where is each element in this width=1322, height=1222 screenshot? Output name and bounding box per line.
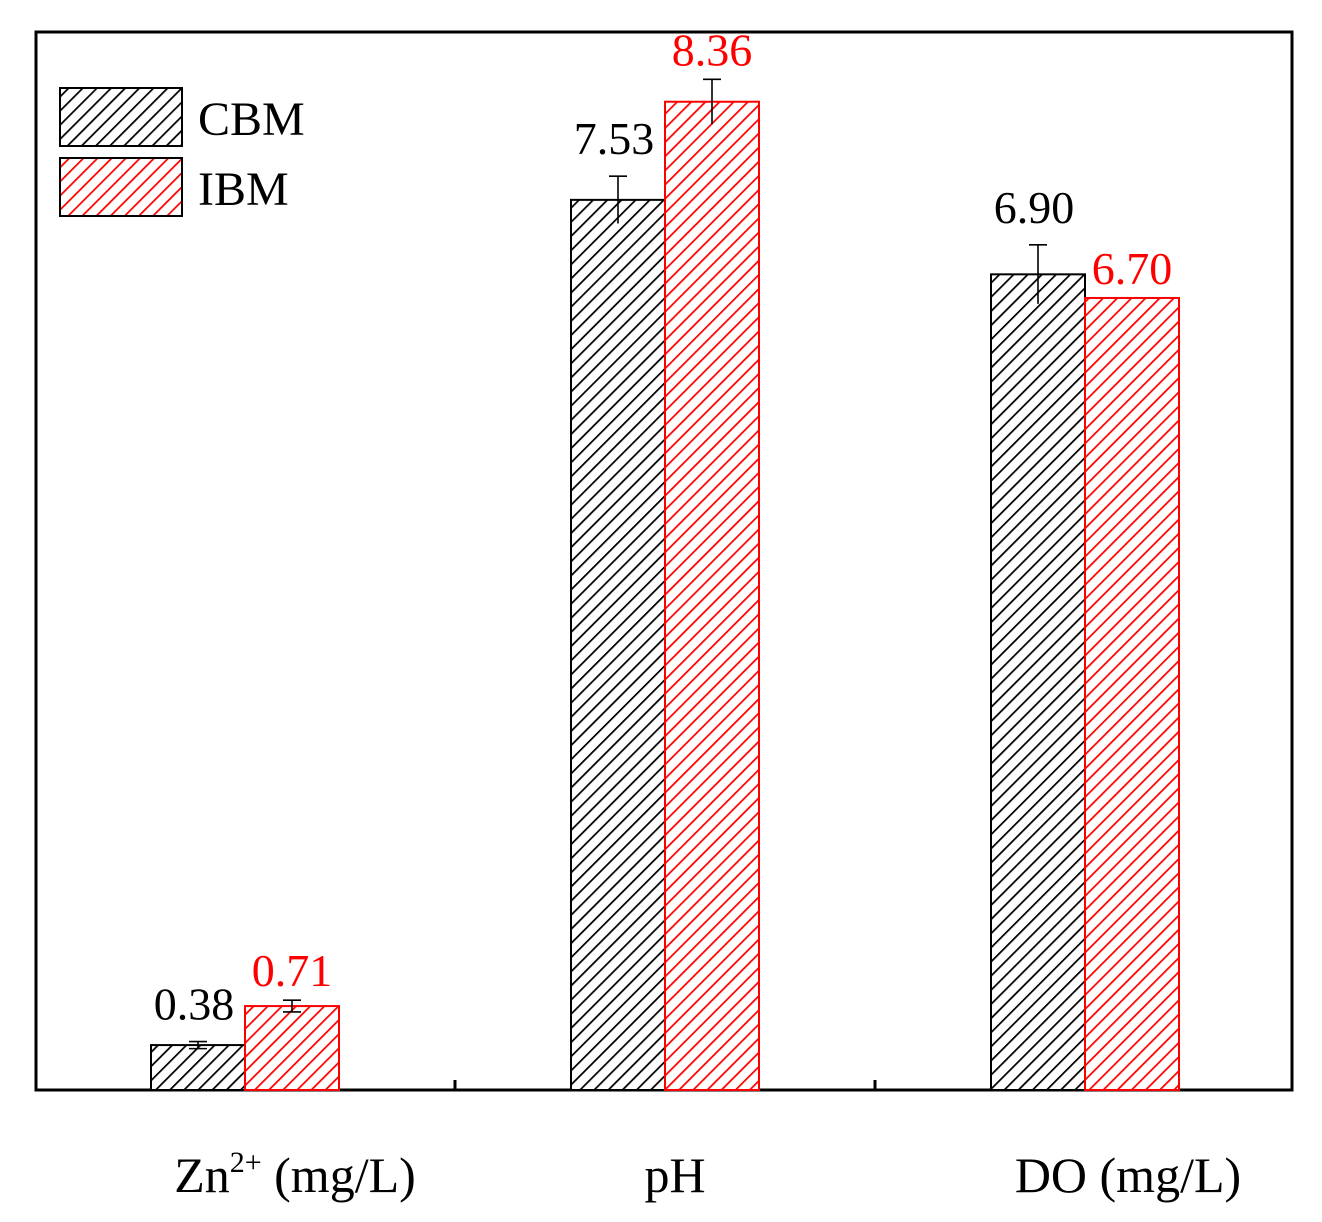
- error-bar-cbm-2: [1029, 243, 1047, 304]
- data-label-cbm-1: 7.53: [574, 113, 655, 164]
- error-bar-ibm-1: [703, 78, 721, 125]
- bar-ibm-1: [664, 100, 760, 1092]
- ticks-layer: Zn2+ (mg/L) pH DO (mg/L): [174, 1080, 1241, 1203]
- x-tick-label-2: DO (mg/L): [1015, 1147, 1241, 1203]
- data-label-cbm-2: 6.90: [994, 182, 1075, 233]
- bar-cbm-0: [150, 1044, 246, 1092]
- bar-cbm-1: [570, 198, 666, 1091]
- legend-label-cbm: CBM: [198, 93, 305, 146]
- legend-label-ibm: IBM: [198, 163, 289, 216]
- bars-layer: 0.38 7.53 6.90 0.71 8.36 6.70: [150, 24, 1180, 1092]
- error-bar-cbm-0: [189, 1040, 207, 1050]
- data-label-ibm-1: 8.36: [672, 24, 753, 75]
- error-bar-ibm-0: [283, 999, 301, 1013]
- data-label-ibm-0: 0.71: [252, 945, 333, 996]
- legend: CBM IBM: [59, 87, 305, 217]
- x-tick-label-1: pH: [644, 1147, 705, 1203]
- data-label-ibm-2: 6.70: [1092, 243, 1173, 294]
- error-bar-cbm-1: [609, 175, 627, 224]
- bar-ibm-2: [1084, 296, 1180, 1091]
- legend-swatch-ibm: [59, 157, 183, 217]
- legend-swatch-cbm: [59, 87, 183, 147]
- data-label-cbm-0: 0.38: [154, 979, 235, 1030]
- bar-ibm-0: [244, 1005, 340, 1091]
- bar-cbm-2: [990, 273, 1086, 1091]
- x-tick-label-0: Zn2+ (mg/L): [174, 1146, 416, 1203]
